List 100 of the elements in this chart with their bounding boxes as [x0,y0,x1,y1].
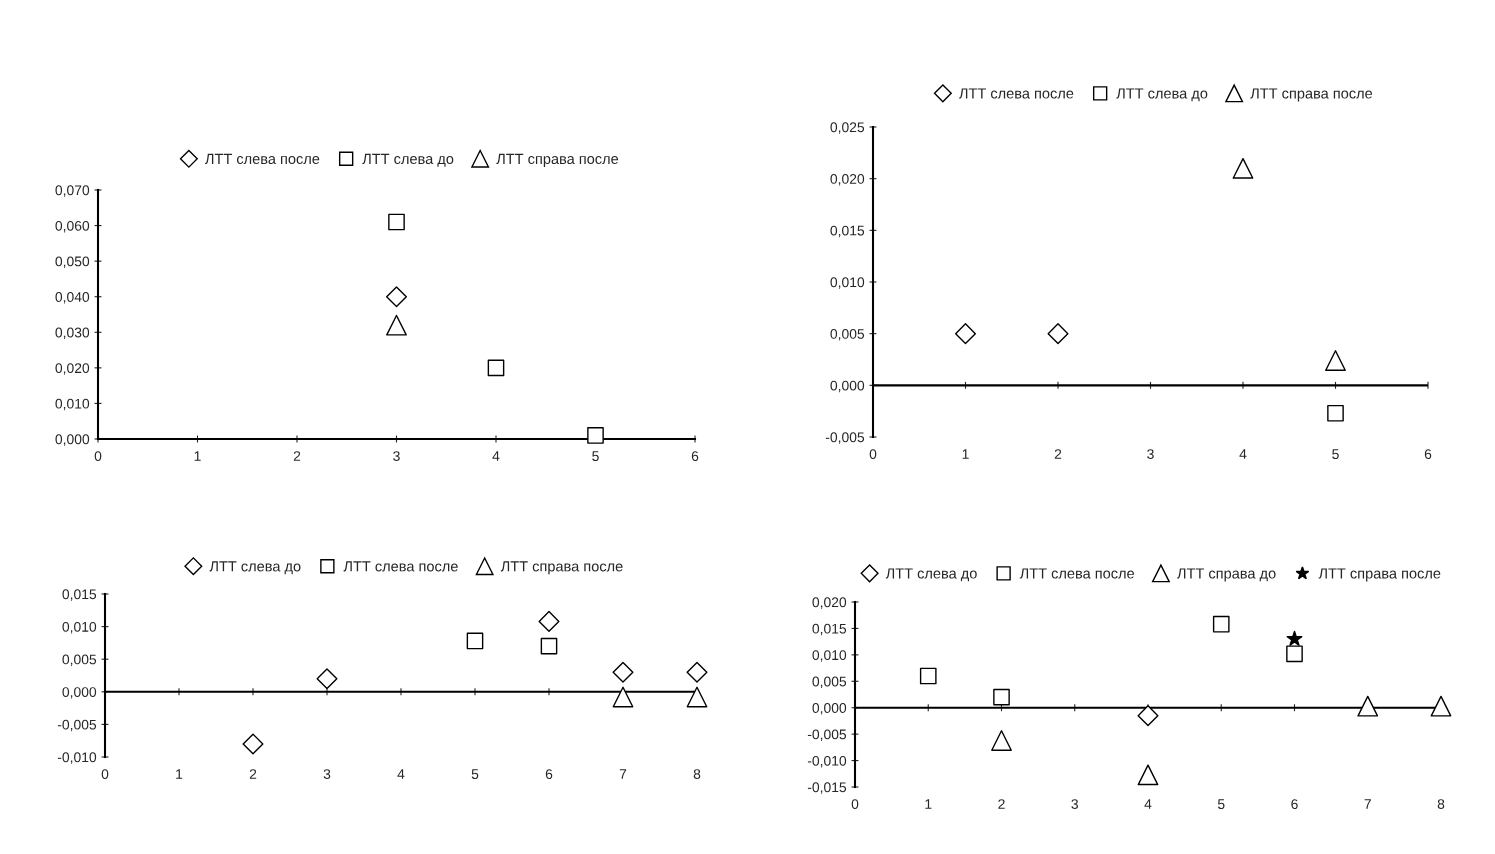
x-tick-label: 0 [851,799,859,810]
y-tick-label: 0,010 [55,398,90,411]
x-tick-label: 0 [869,449,877,460]
x-tick-label: 2 [293,451,301,461]
y-tick-label: 0,020 [812,597,847,609]
point [1137,764,1159,786]
x-tick-label: 2 [249,769,257,779]
x-tick-label: 5 [471,769,479,780]
legend-label: ЛТТ слева после [1019,568,1135,579]
y-tick-label: -0,015 [807,782,847,794]
x-tick-label: 3 [393,451,400,462]
point [954,323,977,345]
y-tick-label: 0,060 [55,220,90,233]
x-tick-label: 8 [1437,799,1445,810]
legend-label: ЛТТ справа после [500,561,623,575]
x-tick-label: 1 [925,799,932,809]
legend-label: ЛТТ справа после [1318,568,1441,582]
y-tick-label: 0,030 [55,327,90,340]
x-tick-label: 5 [592,451,599,462]
x-tick-label: 3 [1071,799,1078,810]
y-tick-label: 0,020 [55,363,90,375]
point [991,730,1012,751]
y-tick-label: 0,005 [62,654,97,667]
x-tick-label: 4 [1239,449,1247,459]
legend-label: ЛТТ слева до [885,568,977,582]
x-tick-label: 1 [962,449,969,459]
y-tick-label: 0,010 [830,277,865,289]
point [1357,695,1379,717]
point [466,632,484,650]
y-tick-label: 0,015 [830,225,865,238]
point [388,213,405,231]
point [686,661,708,683]
y-tick-label: 0,015 [812,623,847,636]
y-tick-label: 0,015 [62,589,97,601]
legend-label: ЛТТ справа после [1250,88,1373,102]
x-tick-label: 6 [691,451,699,462]
x-tick-label: 2 [998,799,1005,809]
x-tick-label: 5 [1332,449,1339,460]
x-tick-label: 8 [693,769,701,780]
point [538,610,560,632]
point [316,668,338,690]
point [919,667,937,685]
y-tick-label: 0,050 [55,256,90,268]
x-tick-label: 1 [176,769,183,779]
y-tick-label: 0,000 [62,687,97,699]
legend-label: ЛТТ слева после [205,153,320,165]
y-tick-label: 0,000 [812,703,847,715]
x-tick-label: 4 [397,769,405,779]
y-tick-label: 0,005 [830,329,865,341]
point [242,733,264,755]
y-tick-label: 0,000 [55,434,90,446]
point [1327,404,1344,422]
x-tick-label: 0 [94,451,102,462]
x-tick-label: 6 [1291,799,1298,810]
point [1430,695,1452,717]
point [686,686,708,708]
point [487,359,505,377]
x-tick-label: 4 [1144,799,1152,809]
y-tick-label: 0,025 [830,122,865,134]
y-tick-label: 0,000 [830,380,865,393]
point [1325,350,1346,371]
point [1212,615,1230,633]
point [1286,645,1303,663]
point [612,661,634,683]
y-tick-label: -0,010 [57,752,97,764]
legend-label: ЛТТ слева после [343,561,458,572]
legend-label: ЛТТ слева до [362,153,454,167]
legend-label: ЛТТ слева после [959,88,1074,99]
legend-label: ЛТТ справа после [496,153,619,167]
point [993,688,1010,706]
x-tick-label: 7 [1364,799,1371,809]
y-tick-label: -0,005 [807,729,847,741]
point [1137,705,1159,727]
y-tick-label: 0,005 [812,676,847,689]
point [386,314,407,336]
x-tick-label: 2 [1054,449,1062,459]
point [587,427,604,444]
y-tick-label: 0,010 [812,650,847,662]
x-tick-label: 4 [492,451,500,461]
point [540,637,558,655]
x-tick-label: 3 [1147,449,1154,460]
legend-label: ЛТТ слева до [209,561,301,575]
point [385,286,408,308]
y-tick-label: 0,040 [55,292,90,304]
point [612,686,634,708]
x-tick-label: 7 [619,769,627,779]
legend-label: ЛТТ справа до [1177,568,1276,582]
y-tick-label: 0,070 [55,185,90,197]
y-tick-label: -0,005 [825,432,865,444]
y-tick-label: -0,005 [57,719,97,732]
x-tick-label: 5 [1217,799,1225,810]
y-tick-label: 0,020 [830,174,865,186]
point [1286,630,1303,646]
legend-label: ЛТТ слева до [1116,88,1208,102]
x-tick-label: 1 [194,451,201,461]
x-tick-label: 6 [1424,449,1432,460]
y-tick-label: -0,010 [807,755,847,768]
x-tick-label: 0 [101,769,109,780]
y-tick-label: 0,010 [62,621,97,634]
x-tick-label: 3 [323,769,331,780]
